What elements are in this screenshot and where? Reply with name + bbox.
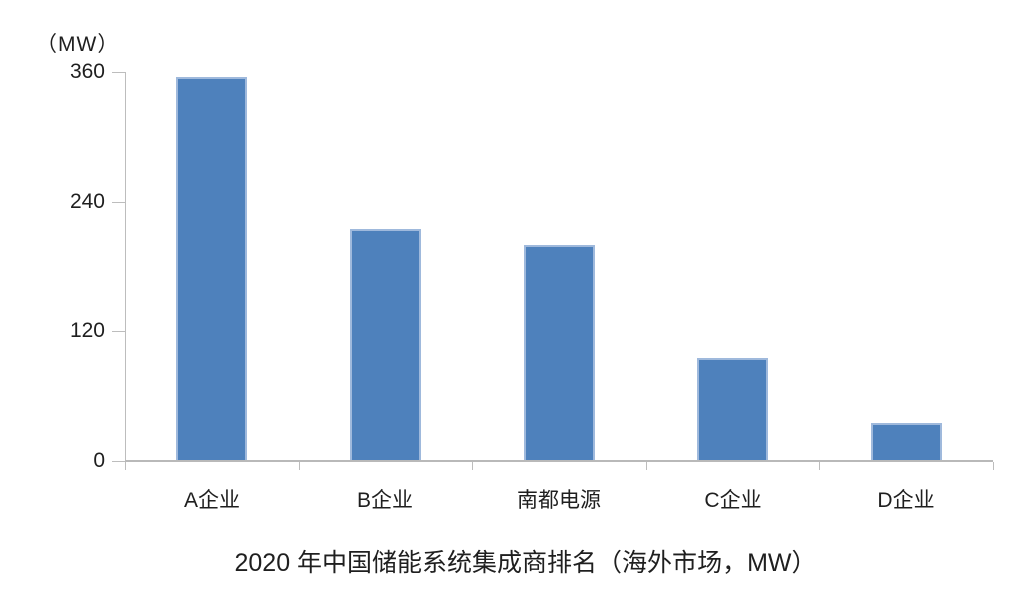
bar-D企业[interactable] [871, 423, 942, 461]
x-tick-mark [819, 462, 820, 470]
bar-B企业[interactable] [350, 229, 421, 461]
y-tick-label: 360 [69, 60, 105, 83]
category-label: B企业 [356, 489, 414, 512]
category-label: D企业 [877, 489, 935, 512]
chart-title: 2020 年中国储能系统集成商排名（海外市场，MW） [234, 549, 817, 577]
y-axis-line [125, 72, 126, 468]
x-tick-mark [993, 462, 994, 470]
bar-南都电源[interactable] [524, 245, 595, 461]
bar-C企业[interactable] [697, 358, 768, 461]
x-tick-mark [646, 462, 647, 470]
y-tick-mark [112, 72, 125, 73]
y-tick-label: 120 [69, 319, 105, 343]
y-tick-mark [112, 461, 125, 462]
category-label: C企业 [704, 489, 762, 512]
bar-A企业[interactable] [176, 77, 247, 461]
y-tick-label: 0 [93, 449, 105, 472]
category-label: 南都电源 [517, 489, 601, 512]
x-tick-mark [299, 462, 300, 470]
y-tick-mark [112, 202, 125, 203]
x-axis-line [125, 460, 993, 462]
y-tick-label: 240 [69, 189, 105, 213]
x-tick-mark [472, 462, 473, 470]
category-label: A企业 [183, 489, 241, 512]
y-tick-mark [112, 331, 125, 332]
y-axis-unit-label: （MW） [36, 33, 120, 56]
